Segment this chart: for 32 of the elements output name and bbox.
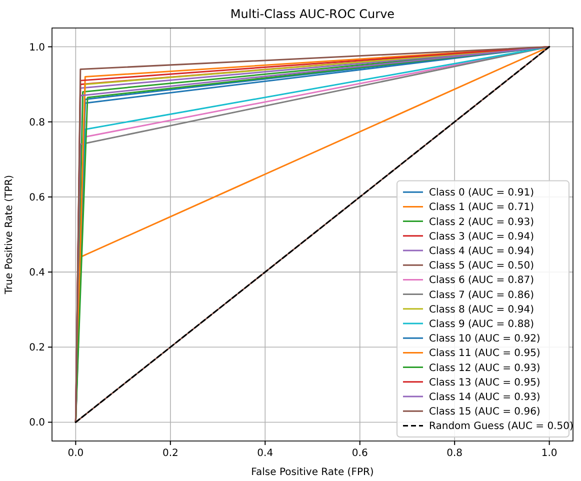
legend-label: Class 3 (AUC = 0.94) xyxy=(429,231,534,242)
x-tick-label: 0.0 xyxy=(68,448,84,459)
legend-label: Class 0 (AUC = 0.91) xyxy=(429,188,534,199)
y-tick-label: 1.0 xyxy=(29,42,45,54)
chart-title: Multi-Class AUC-ROC Curve xyxy=(230,7,395,21)
x-axis-title: False Positive Rate (FPR) xyxy=(251,467,374,478)
legend-label: Class 1 (AUC = 0.71) xyxy=(429,202,534,214)
legend-label: Class 15 (AUC = 0.96) xyxy=(429,406,540,418)
y-tick-label: 0.8 xyxy=(29,117,45,128)
x-tick-label: 0.2 xyxy=(162,448,178,459)
x-tick-label: 0.8 xyxy=(446,448,463,459)
legend-label: Class 14 (AUC = 0.93) xyxy=(429,392,540,403)
legend-label: Class 13 (AUC = 0.95) xyxy=(429,377,540,388)
legend-label: Class 7 (AUC = 0.86) xyxy=(429,290,534,301)
legend-label: Class 10 (AUC = 0.92) xyxy=(429,334,540,345)
x-tick-label: 1.0 xyxy=(541,448,558,459)
x-tick-label: 0.6 xyxy=(352,448,368,459)
legend-label: Class 11 (AUC = 0.95) xyxy=(429,348,540,360)
y-tick-label: 0.6 xyxy=(29,192,45,204)
legend-label: Class 4 (AUC = 0.94) xyxy=(429,246,534,257)
y-axis-title: True Positive Rate (TPR) xyxy=(4,174,15,296)
x-tick-label: 0.4 xyxy=(257,448,274,459)
legend-label: Random Guess (AUC = 0.50) xyxy=(429,421,574,432)
y-tick-label: 0.0 xyxy=(29,418,45,429)
legend-label: Class 2 (AUC = 0.93) xyxy=(429,216,534,228)
legend-label: Class 12 (AUC = 0.93) xyxy=(429,362,540,374)
legend-label: Class 5 (AUC = 0.50) xyxy=(429,260,534,272)
y-tick-label: 0.4 xyxy=(29,268,45,279)
y-tick-label: 0.2 xyxy=(29,342,45,354)
legend-label: Class 9 (AUC = 0.88) xyxy=(429,319,534,330)
legend-label: Class 8 (AUC = 0.94) xyxy=(429,304,534,316)
legend-label: Class 6 (AUC = 0.87) xyxy=(429,275,534,286)
